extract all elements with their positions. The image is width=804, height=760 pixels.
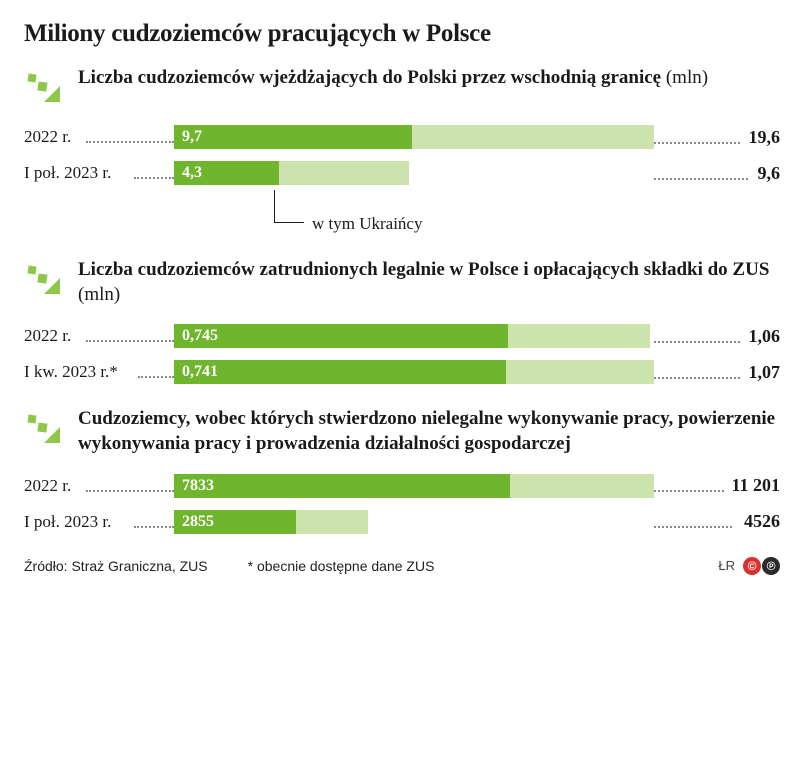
arrow-down-right-icon	[24, 68, 64, 108]
chart-section: Liczba cudzoziemców zatrudnionych legaln…	[24, 258, 780, 387]
bar-row: I poł. 2023 r. 4,3 9,6	[24, 158, 780, 188]
row-label: I poł. 2023 r.	[24, 512, 174, 532]
section-arrow-icon	[24, 409, 64, 449]
bar-inner-label: 7833	[182, 474, 214, 498]
row-label: 2022 r.	[24, 127, 174, 147]
bar-area: 0,741	[174, 360, 654, 384]
row-total: 1,06	[654, 326, 780, 347]
bar-inner-label: 9,7	[182, 125, 202, 149]
callout-line	[274, 190, 275, 222]
bar-inner-label: 2855	[182, 510, 214, 534]
bar-row: I poł. 2023 r. 2855 4526	[24, 507, 780, 537]
row-total: 11 201	[654, 475, 780, 496]
callout-line	[274, 222, 304, 223]
bar-inner	[174, 125, 412, 149]
row-label: 2022 r.	[24, 476, 174, 496]
row-label: 2022 r.	[24, 326, 174, 346]
arrow-down-right-icon	[24, 260, 64, 300]
copyright-badges: © ℗	[743, 557, 780, 575]
copyright-p-icon: ℗	[762, 557, 780, 575]
section-title-bold: Liczba cudzoziemców wjeżdżających do Pol…	[78, 67, 661, 88]
section-title-bold: Cudzoziemcy, wobec których stwierdzono n…	[78, 408, 775, 454]
bar-inner-label: 0,745	[182, 324, 218, 348]
row-label: I poł. 2023 r.	[24, 163, 174, 183]
section-title: Cudzoziemcy, wobec których stwierdzono n…	[78, 407, 780, 456]
bar-row: 2022 r. 0,745 1,06	[24, 321, 780, 351]
bar-inner	[174, 474, 510, 498]
bar-area: 9,7	[174, 125, 654, 149]
copyright-c-icon: ©	[743, 557, 761, 575]
row-total: 19,6	[654, 127, 780, 148]
chart-section: Liczba cudzoziemców wjeżdżających do Pol…	[24, 66, 780, 238]
section-title-unit: (mln)	[78, 284, 120, 305]
chart-section: Cudzoziemcy, wobec których stwierdzono n…	[24, 407, 780, 536]
bar-row: 2022 r. 7833 11 201	[24, 471, 780, 501]
bar-inner-label: 4,3	[182, 161, 202, 185]
section-title: Liczba cudzoziemców zatrudnionych legaln…	[78, 258, 780, 307]
footer-signature: ŁR	[718, 558, 735, 573]
row-total: 1,07	[654, 362, 780, 383]
bar-area: 2855	[174, 510, 654, 534]
bar-row: 2022 r. 9,7 19,6	[24, 122, 780, 152]
row-total: 4526	[654, 511, 780, 532]
footer-note: * obecnie dostępne dane ZUS	[248, 558, 719, 574]
section-title-bold: Liczba cudzoziemców zatrudnionych legaln…	[78, 259, 769, 280]
row-total: 9,6	[654, 163, 780, 184]
bar-area: 7833	[174, 474, 654, 498]
callout-text: w tym Ukraińcy	[312, 214, 422, 234]
section-title: Liczba cudzoziemców wjeżdżających do Pol…	[78, 66, 708, 91]
callout: w tym Ukraińcy	[174, 194, 654, 238]
row-label: I kw. 2023 r.*	[24, 362, 174, 382]
arrow-down-right-icon	[24, 409, 64, 449]
bar-area: 4,3	[174, 161, 654, 185]
footer: Źródło: Straż Graniczna, ZUS * obecnie d…	[24, 557, 780, 575]
section-title-unit: (mln)	[661, 67, 708, 88]
section-arrow-icon	[24, 68, 64, 108]
bar-inner	[174, 324, 508, 348]
bar-area: 0,745	[174, 324, 654, 348]
bar-row: I kw. 2023 r.* 0,741 1,07	[24, 357, 780, 387]
main-title: Miliony cudzoziemców pracujących w Polsc…	[24, 20, 780, 48]
bar-inner	[174, 360, 506, 384]
section-arrow-icon	[24, 260, 64, 300]
bar-inner-label: 0,741	[182, 360, 218, 384]
footer-source: Źródło: Straż Graniczna, ZUS	[24, 558, 208, 574]
